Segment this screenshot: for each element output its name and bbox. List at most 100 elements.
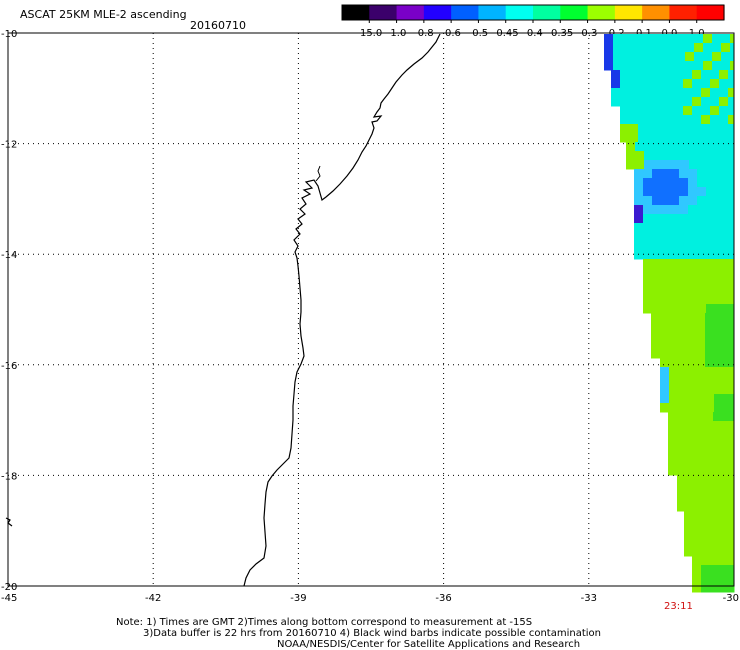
swath-pixel	[704, 412, 714, 422]
swath-pixel	[714, 349, 724, 359]
swath-pixel	[685, 34, 695, 44]
swath-pixel	[680, 160, 690, 170]
swath-pixel	[662, 151, 672, 161]
swath-pixel	[620, 133, 630, 143]
swath-pixel	[683, 106, 693, 116]
swath-pixel	[662, 160, 672, 170]
swath-pixel	[668, 448, 678, 458]
swath-pixel	[730, 61, 735, 71]
swath-pixel	[688, 223, 698, 233]
swath-pixel	[701, 115, 711, 125]
footer-note-1: Note: 1) Times are GMT 2)Times along bot…	[116, 617, 533, 628]
swath-pixel	[688, 277, 698, 287]
swath-pixel	[713, 475, 723, 485]
swath-pixel	[696, 367, 706, 377]
swath-pixel	[661, 241, 671, 251]
swath-pixel	[678, 331, 688, 341]
swath-pixel	[670, 259, 680, 269]
swath-pixel	[730, 34, 735, 44]
swath-pixel	[697, 304, 707, 314]
swath-pixel	[629, 106, 639, 116]
swath-pixel	[683, 88, 693, 98]
swath-pixel	[729, 520, 735, 530]
swath-pixel	[706, 250, 716, 260]
swath-pixel	[687, 367, 697, 377]
swath-pixel	[704, 502, 714, 512]
swath-pixel	[669, 394, 679, 404]
swath-pixel	[669, 313, 679, 323]
swath-pixel	[683, 115, 693, 125]
swath-pixel	[710, 556, 720, 566]
swath-pixel	[678, 340, 688, 350]
swath-pixel	[667, 43, 677, 53]
swath-pixel	[634, 232, 644, 242]
swath-pixel	[686, 502, 696, 512]
swath-pixel	[697, 232, 707, 242]
swath-pixel	[634, 241, 644, 251]
swath-pixel	[692, 79, 702, 89]
swath-pixel	[705, 322, 715, 332]
swath-pixel	[670, 232, 680, 242]
swath-pixel	[644, 160, 654, 170]
footer-note-2: 3)Data buffer is 22 hrs from 20160710 4)…	[143, 628, 601, 639]
swath-pixel	[678, 322, 688, 332]
swath-pixel	[647, 97, 657, 107]
swath-pixel	[728, 583, 735, 593]
swath-pixel	[702, 538, 712, 548]
swath-pixel	[671, 160, 681, 170]
swath-pixel	[677, 421, 687, 431]
swath-pixel	[705, 394, 715, 404]
swath-pixel	[722, 439, 732, 449]
longitude-label: -33	[581, 593, 597, 604]
swath-pixel	[731, 430, 735, 440]
swath-pixel	[643, 223, 653, 233]
swath-pixel	[697, 169, 707, 179]
swath-pixel	[716, 160, 726, 170]
swath-pixel	[653, 142, 663, 152]
swath-pixel	[631, 43, 641, 53]
swath-pixel	[706, 169, 716, 179]
swath-pixel	[719, 133, 729, 143]
swath-pixel	[706, 232, 716, 242]
swath-pixel	[676, 43, 686, 53]
swath-pixel	[698, 160, 708, 170]
swath-pixel	[613, 61, 623, 71]
swath-pixel	[670, 178, 680, 188]
swath-pixel	[686, 484, 696, 494]
swath-pixel	[701, 106, 711, 116]
swath-pixel	[706, 187, 716, 197]
swath-pixel	[714, 358, 724, 368]
swath-pixel	[643, 241, 653, 251]
swath-pixel	[714, 313, 724, 323]
swath-pixel	[622, 43, 632, 53]
swath-pixel	[679, 286, 689, 296]
swath-pixel	[669, 403, 679, 413]
swath-pixel	[722, 493, 732, 503]
swath-pixel	[643, 196, 653, 206]
swath-pixel	[693, 511, 703, 521]
swath-pixel	[731, 448, 735, 458]
swath-pixel	[705, 331, 715, 341]
swath-pixel	[688, 169, 698, 179]
swath-pixel	[647, 79, 657, 89]
swath-pixel	[661, 259, 671, 269]
swath-pixel	[713, 412, 723, 422]
swath-pixel	[652, 169, 662, 179]
swath-pixel	[684, 511, 694, 521]
swath-pixel	[679, 205, 689, 215]
swath-pixel	[695, 448, 705, 458]
swath-pixel	[652, 205, 662, 215]
swath-pixel	[706, 178, 716, 188]
swath-pixel	[678, 367, 688, 377]
swath-pixel	[634, 250, 644, 260]
swath-pixel	[693, 547, 703, 557]
swath-pixel	[661, 187, 671, 197]
swath-pixel	[712, 43, 722, 53]
swath-pixel	[711, 547, 721, 557]
swath-pixel	[716, 151, 726, 161]
swath-pixel	[661, 223, 671, 233]
swath-pixel	[723, 340, 733, 350]
swath-pixel	[668, 412, 678, 422]
swath-pixel	[652, 178, 662, 188]
swath-pixel	[670, 196, 680, 206]
